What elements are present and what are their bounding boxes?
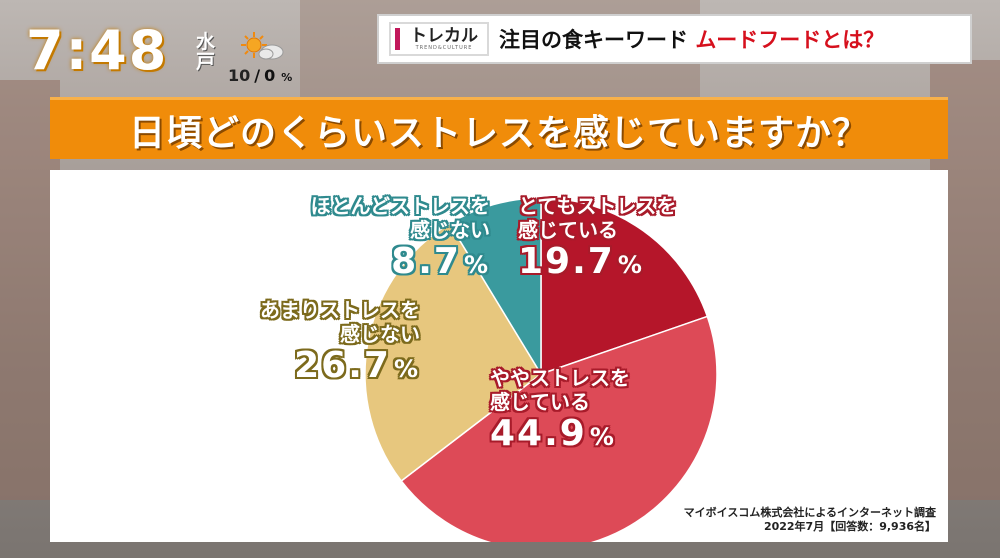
slice-not-very-stressed	[364, 222, 542, 483]
chart-panel: とてもストレスを 感じている 19.7% ややストレスを 感じている 44.9%…	[50, 170, 948, 542]
value-very-stressed: 19.7	[518, 241, 615, 282]
program-logo: トレカル TREND&CULTURE	[389, 22, 489, 56]
clock: 7:48	[26, 19, 169, 82]
question-title: 日頃どのくらいストレスを感じていますか？	[128, 112, 869, 154]
precip-unit: %	[281, 71, 293, 84]
temp-low: 0	[264, 66, 276, 85]
headline-accent: ムードフードとは？	[695, 28, 885, 52]
question-banner: 日頃どのくらいストレスを感じていますか？	[50, 97, 948, 159]
location-label: 水戸	[196, 31, 216, 73]
label-hardly-stressed-line1: ほとんどストレスを	[310, 194, 490, 218]
source-line1: マイボイスコム株式会社によるインターネット調査	[683, 506, 936, 519]
label-not-very-stressed-line2: 感じない	[340, 322, 420, 346]
unit-somewhat-stressed: %	[589, 423, 616, 451]
slice-very-stressed	[540, 197, 709, 376]
value-hardly-stressed: 8.7	[391, 241, 461, 282]
temp-high: 10	[228, 66, 251, 85]
label-very-stressed-line1: とてもストレスを	[518, 194, 677, 218]
value-somewhat-stressed: 44.9	[490, 413, 587, 454]
label-hardly-stressed-line2: 感じない	[410, 218, 490, 242]
label-not-very-stressed-line1: あまりストレスを	[260, 298, 420, 322]
value-not-very-stressed: 26.7	[294, 345, 391, 386]
temperature-readout: 10/0%	[228, 66, 292, 85]
slice-hardly-stressed	[448, 197, 542, 377]
label-not-very-stressed: あまりストレスを 感じない 26.7%	[210, 298, 420, 389]
label-somewhat-stressed: ややストレスを 感じている 44.9%	[490, 366, 630, 457]
unit-hardly-stressed: %	[463, 251, 490, 279]
logo-title: トレカル	[410, 26, 478, 46]
logo-accent-bar	[395, 28, 400, 50]
pie-chart	[364, 197, 718, 542]
temp-separator: /	[254, 66, 261, 85]
label-somewhat-stressed-line1: ややストレスを	[490, 366, 630, 390]
label-very-stressed-line2: 感じている	[518, 218, 618, 242]
source-line2: 2022年7月【回答数：9,936名】	[763, 520, 936, 533]
headline-main: 注目の食キーワード	[499, 28, 696, 52]
slice-somewhat-stressed	[400, 315, 718, 542]
label-very-stressed: とてもストレスを 感じている 19.7%	[518, 194, 676, 285]
unit-not-very-stressed: %	[393, 355, 420, 383]
sun-cloud-icon	[241, 32, 284, 60]
label-hardly-stressed: ほとんどストレスを 感じない 8.7%	[280, 194, 490, 285]
logo-subtitle: TREND&CULTURE	[415, 45, 473, 51]
headline-banner: トレカル TREND&CULTURE 注目の食キーワード ムードフードとは？	[377, 14, 972, 64]
headline-text: 注目の食キーワード ムードフードとは？	[499, 24, 884, 54]
unit-very-stressed: %	[617, 251, 644, 279]
label-somewhat-stressed-line2: 感じている	[490, 390, 590, 414]
source-note: マイボイスコム株式会社によるインターネット調査 2022年7月【回答数：9,93…	[684, 506, 936, 534]
